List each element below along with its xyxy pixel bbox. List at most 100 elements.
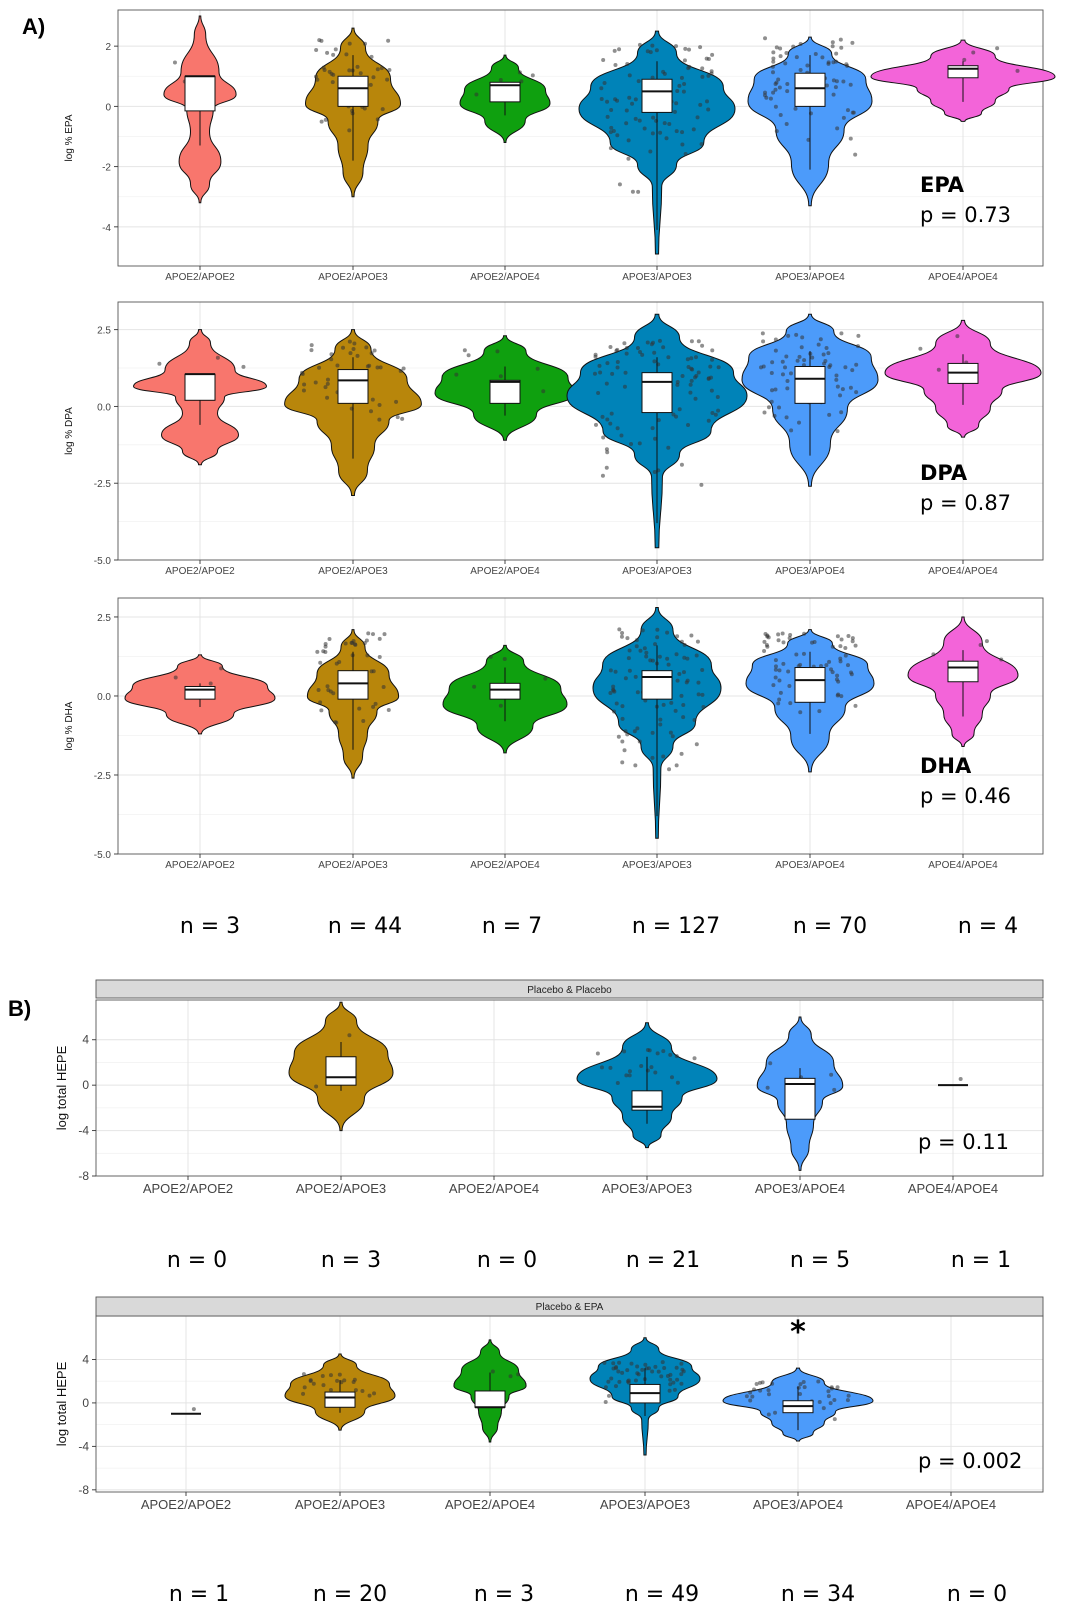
data-point xyxy=(773,348,778,353)
data-point xyxy=(327,637,332,642)
data-point xyxy=(617,47,622,52)
data-point xyxy=(752,1387,757,1392)
data-point xyxy=(614,701,619,706)
y-axis-label: log total HEPE xyxy=(54,1361,69,1446)
data-point xyxy=(490,1369,495,1374)
data-point xyxy=(674,414,679,419)
data-point xyxy=(337,1372,342,1377)
data-point xyxy=(616,1369,621,1374)
data-point xyxy=(834,59,839,64)
data-point xyxy=(674,129,679,134)
data-point xyxy=(378,365,383,370)
data-point xyxy=(710,357,715,362)
data-point xyxy=(343,641,348,646)
data-point xyxy=(498,374,503,379)
data-point xyxy=(624,345,629,350)
data-point xyxy=(645,1068,650,1073)
data-point xyxy=(314,1084,319,1089)
data-point xyxy=(709,388,714,393)
data-point xyxy=(846,1393,851,1398)
data-point xyxy=(658,130,663,135)
data-point xyxy=(488,654,493,659)
data-point xyxy=(610,371,615,376)
data-point xyxy=(931,652,936,657)
data-point xyxy=(688,382,693,387)
data-point xyxy=(802,631,807,636)
data-point xyxy=(705,99,710,104)
x-tick-label: APOE3/APOE4 xyxy=(755,1181,845,1196)
data-point xyxy=(835,1385,840,1390)
data-point xyxy=(763,90,768,95)
data-point xyxy=(331,52,336,57)
data-point xyxy=(623,729,628,734)
data-point xyxy=(627,73,632,78)
data-point xyxy=(781,640,786,645)
data-point xyxy=(832,1417,837,1422)
data-point xyxy=(839,331,844,336)
data-point xyxy=(638,349,643,354)
data-point xyxy=(845,108,850,113)
data-point xyxy=(995,46,1000,51)
data-point xyxy=(835,384,840,389)
data-point xyxy=(627,95,632,100)
x-tick-label: APOE2/APOE4 xyxy=(470,566,540,577)
data-point xyxy=(824,346,829,351)
data-point xyxy=(335,363,340,368)
data-point xyxy=(798,1392,803,1397)
n-label: n = 3 xyxy=(321,1248,381,1273)
data-point xyxy=(319,708,324,713)
data-point xyxy=(686,66,691,71)
x-tick-label: APOE3/APOE4 xyxy=(775,860,845,871)
data-point xyxy=(821,1406,826,1411)
facet-title: Placebo & Placebo xyxy=(527,985,612,996)
data-point xyxy=(658,722,663,727)
data-point xyxy=(844,62,849,67)
data-point xyxy=(827,365,832,370)
data-point xyxy=(850,40,855,45)
data-point xyxy=(754,1381,759,1386)
data-point xyxy=(603,1385,608,1390)
data-point xyxy=(700,343,705,348)
data-point xyxy=(680,373,685,378)
data-point xyxy=(634,638,639,643)
data-point xyxy=(612,48,617,53)
data-point xyxy=(669,1075,674,1080)
data-point xyxy=(838,656,843,661)
box-iqr xyxy=(325,1056,357,1086)
data-point xyxy=(598,370,603,375)
plot-border xyxy=(117,301,1044,561)
data-point xyxy=(622,384,627,389)
y-tick-label: -2.5 xyxy=(94,479,112,490)
data-point xyxy=(784,354,789,359)
data-point xyxy=(241,364,246,369)
data-point xyxy=(796,1385,801,1390)
chart-panel-2: -5.0 -2.5 0.0 2.5 log % DHA APOE2/APOE2 APOE2/… xyxy=(64,597,1044,871)
data-point xyxy=(848,136,853,141)
data-point xyxy=(627,1073,632,1078)
box-iqr xyxy=(489,81,521,103)
data-point xyxy=(654,118,659,123)
data-point xyxy=(668,1052,673,1057)
data-point xyxy=(759,365,764,370)
data-point xyxy=(301,388,306,393)
data-point xyxy=(319,38,324,43)
n-label: n = 7 xyxy=(482,914,542,939)
data-point xyxy=(681,670,686,675)
data-point xyxy=(661,1049,666,1054)
data-point xyxy=(668,1382,673,1387)
data-point xyxy=(605,99,610,104)
data-point xyxy=(600,414,605,419)
data-point xyxy=(651,115,656,120)
data-point xyxy=(323,385,328,390)
data-point xyxy=(302,382,307,387)
data-point xyxy=(835,429,840,434)
data-point xyxy=(840,387,845,392)
data-point xyxy=(662,1366,667,1371)
data-point xyxy=(617,182,622,187)
box-iqr xyxy=(784,1077,816,1120)
chart-panel-1: -5.0 -2.5 0.0 2.5 log % DPA APOE2/APOE2 APOE2/… xyxy=(64,301,1044,577)
annotation-title: DPA xyxy=(920,461,968,485)
data-point xyxy=(620,630,625,635)
data-point xyxy=(834,373,839,378)
data-point xyxy=(624,351,629,356)
